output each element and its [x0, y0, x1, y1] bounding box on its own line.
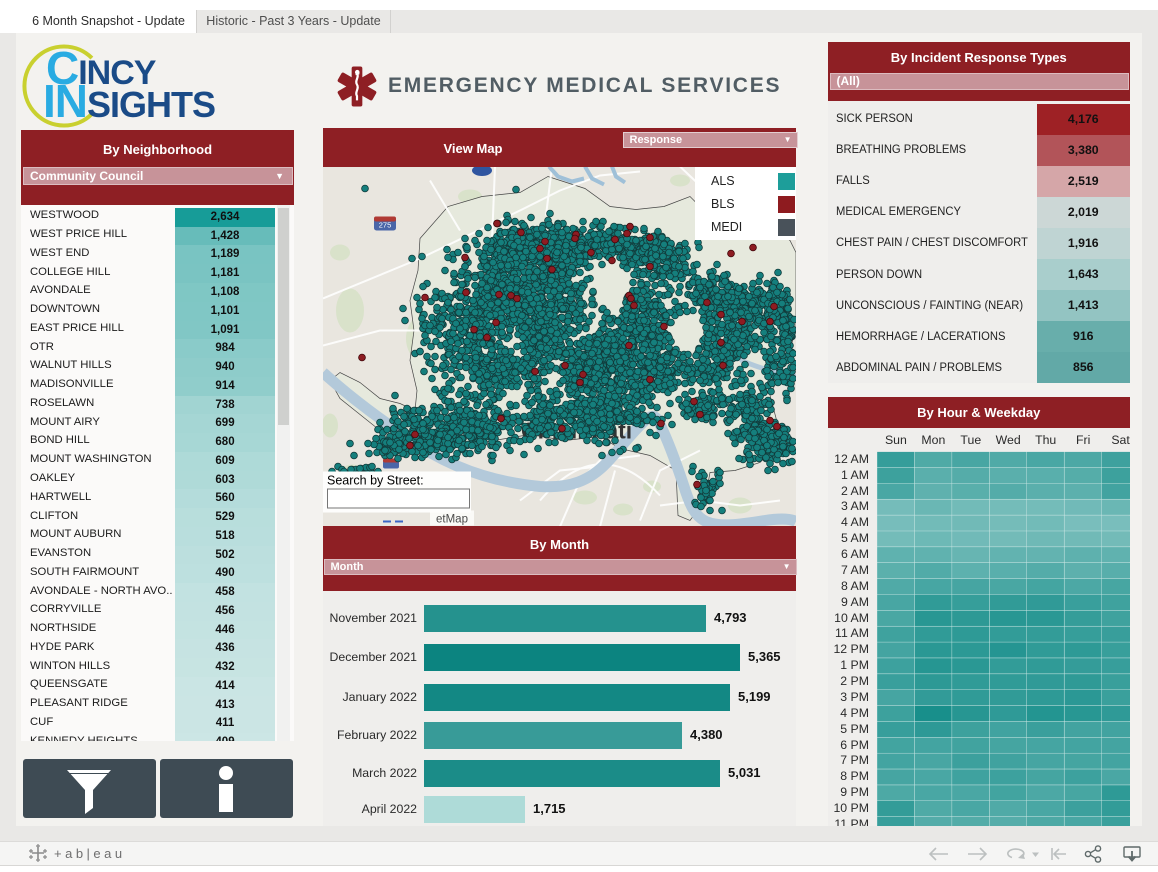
- svg-text:275: 275: [379, 220, 392, 229]
- svg-text:INSIGHTS: INSIGHTS: [43, 75, 215, 127]
